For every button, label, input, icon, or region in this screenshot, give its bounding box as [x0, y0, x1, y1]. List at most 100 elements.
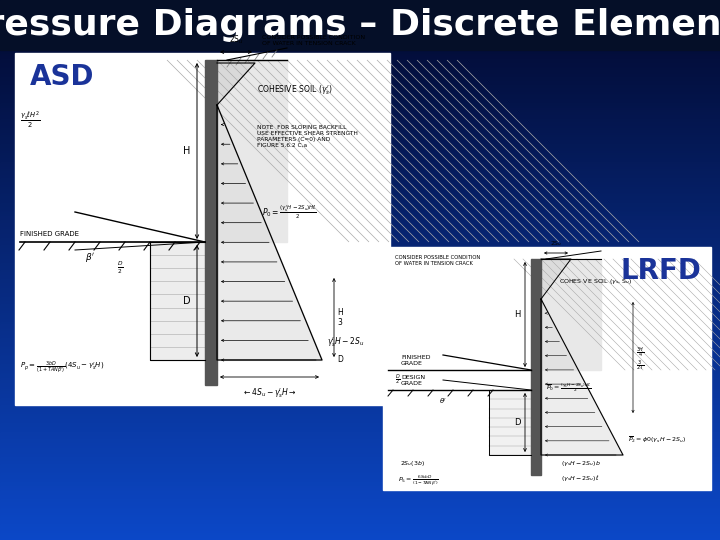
Bar: [0, 185, 720, 188]
Bar: [0, 22, 720, 24]
Bar: [0, 336, 720, 340]
Bar: [0, 324, 720, 327]
Bar: [0, 410, 720, 413]
Bar: [0, 468, 720, 471]
Bar: [0, 252, 720, 255]
Bar: [0, 466, 720, 469]
Bar: [0, 88, 720, 91]
Bar: [0, 97, 720, 100]
Bar: [0, 39, 720, 43]
Bar: [0, 178, 720, 181]
Bar: [0, 308, 720, 310]
Bar: [0, 76, 720, 78]
Bar: [0, 207, 720, 210]
Bar: [541, 259, 601, 370]
Bar: [0, 356, 720, 359]
Bar: [0, 29, 720, 32]
Bar: [0, 81, 720, 84]
Bar: [0, 174, 720, 178]
Bar: [0, 272, 720, 275]
Bar: [531, 259, 541, 475]
Bar: [0, 50, 720, 53]
Bar: [0, 301, 720, 303]
Bar: [0, 347, 720, 350]
Bar: [0, 484, 720, 487]
Bar: [0, 61, 720, 64]
Bar: [0, 506, 720, 509]
Bar: [0, 328, 720, 330]
Bar: [0, 5, 720, 8]
Bar: [0, 90, 720, 93]
Text: FINISHED
GRADE: FINISHED GRADE: [401, 355, 431, 366]
Text: H: H: [514, 310, 520, 319]
Bar: [0, 200, 720, 202]
Bar: [0, 36, 720, 39]
Bar: [0, 221, 720, 224]
Bar: [0, 373, 720, 375]
Bar: [0, 255, 720, 259]
Bar: [0, 461, 720, 464]
Bar: [0, 312, 720, 314]
Bar: [0, 420, 720, 422]
Bar: [0, 101, 720, 104]
Bar: [0, 290, 720, 293]
Text: NOTE  FOR SLOPING BACKFILL
USE EFFECTIVE SHEAR STRENGTH
PARAMETERS (C=0) AND
FIG: NOTE FOR SLOPING BACKFILL USE EFFECTIVE …: [257, 125, 358, 147]
Bar: [0, 130, 720, 132]
Bar: [0, 358, 720, 361]
Bar: [0, 11, 720, 14]
Text: CONSIDER POSSIBLE CONDITION
OF WATER IN TENSION CRACK: CONSIDER POSSIBLE CONDITION OF WATER IN …: [262, 35, 365, 46]
Bar: [0, 491, 720, 494]
Bar: [0, 247, 720, 249]
Bar: [0, 38, 720, 40]
Text: D: D: [337, 355, 343, 364]
Bar: [0, 72, 720, 75]
Bar: [0, 47, 720, 50]
Text: $\frac{3}{2T}$: $\frac{3}{2T}$: [636, 359, 644, 373]
Bar: [0, 425, 720, 428]
Bar: [0, 27, 720, 30]
Bar: [0, 366, 720, 368]
Bar: [0, 25, 720, 28]
Bar: [0, 54, 720, 57]
Bar: [0, 193, 720, 195]
Bar: [0, 525, 720, 529]
Bar: [0, 427, 720, 429]
Bar: [0, 455, 720, 458]
Bar: [0, 140, 720, 143]
Bar: [0, 214, 720, 217]
Bar: [0, 209, 720, 212]
Bar: [0, 320, 720, 323]
Bar: [0, 146, 720, 148]
Bar: [0, 414, 720, 417]
Bar: [0, 232, 720, 235]
Bar: [0, 344, 720, 347]
Bar: [0, 274, 720, 276]
Bar: [0, 220, 720, 222]
Bar: [0, 396, 720, 399]
Bar: [0, 131, 720, 134]
Bar: [0, 166, 720, 168]
Bar: [0, 265, 720, 267]
Text: COHES VE SOIL ($\gamma_s$, S$_u$): COHES VE SOIL ($\gamma_s$, S$_u$): [559, 276, 633, 286]
Bar: [0, 204, 720, 206]
Bar: [0, 306, 720, 309]
Bar: [0, 56, 720, 59]
Bar: [0, 538, 720, 540]
Bar: [0, 441, 720, 444]
Bar: [0, 254, 720, 256]
Bar: [0, 508, 720, 510]
Bar: [0, 509, 720, 512]
Bar: [0, 423, 720, 426]
Bar: [0, 112, 720, 114]
Bar: [0, 34, 720, 37]
Bar: [0, 164, 720, 167]
Bar: [0, 231, 720, 233]
Bar: [0, 378, 720, 381]
Bar: [0, 309, 720, 313]
Bar: [0, 205, 720, 208]
Bar: [0, 52, 720, 55]
Bar: [0, 108, 720, 111]
Bar: [0, 362, 720, 364]
Bar: [0, 409, 720, 411]
Bar: [0, 124, 720, 127]
